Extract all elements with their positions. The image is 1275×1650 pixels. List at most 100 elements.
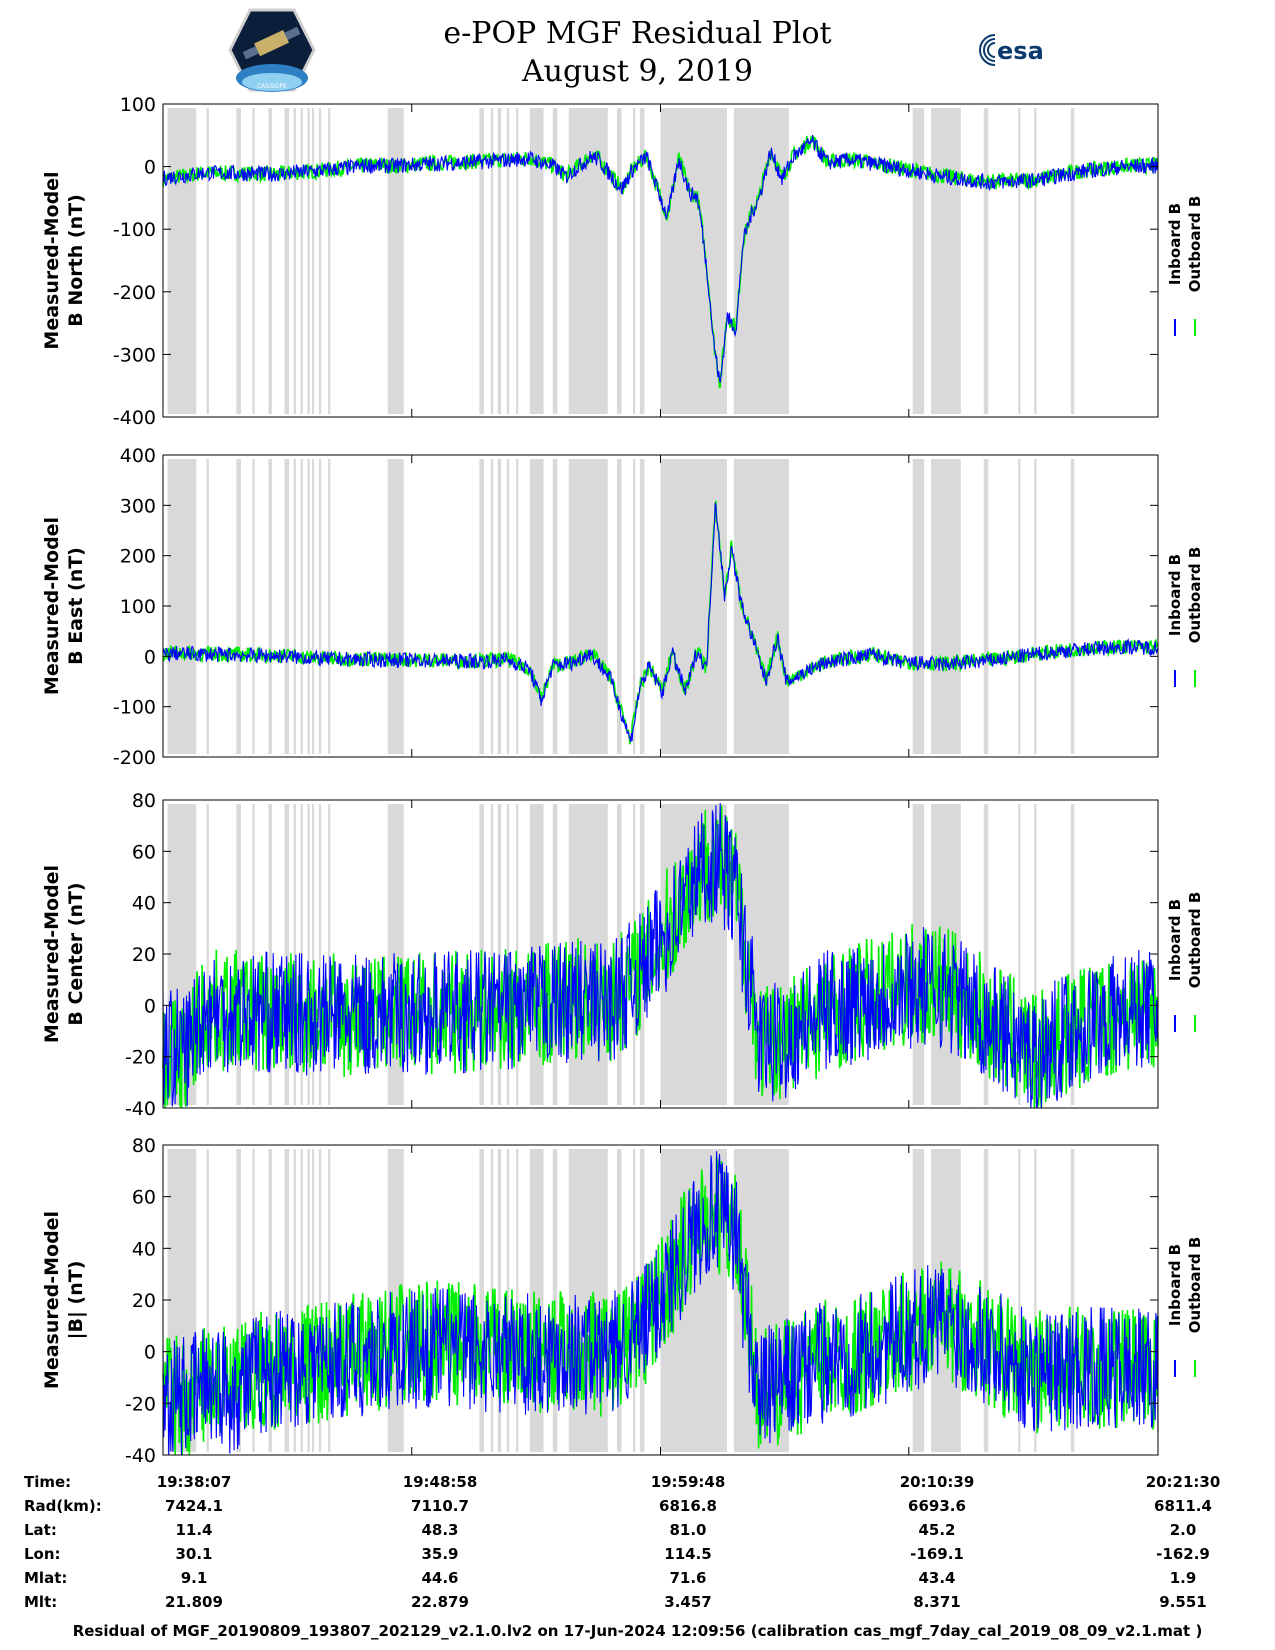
y-tick-label: 60 — [132, 841, 156, 863]
gap-shade — [328, 804, 331, 1105]
gap-shade — [506, 459, 510, 754]
gap-shade — [1070, 804, 1075, 1105]
gap-shade — [307, 1149, 310, 1452]
gap-shade — [639, 108, 645, 414]
y-tick-label: -300 — [113, 344, 156, 366]
info-cell: 2.0 — [1170, 1521, 1197, 1539]
panel-2: 400 300 200 100 0 -100 -200 Measured-Model B Eas… — [41, 445, 1204, 769]
gap-shade — [983, 804, 989, 1105]
gap-shade — [552, 108, 558, 414]
info-cell: 44.6 — [421, 1569, 458, 1587]
legend-label: Outboard B — [1186, 892, 1204, 989]
gap-shade — [318, 804, 322, 1105]
y-tick-label: -400 — [113, 407, 156, 429]
y-axis-label: Measured-Model — [41, 865, 63, 1043]
y-tick-label: 100 — [120, 596, 156, 618]
gap-shade — [236, 108, 241, 414]
gap-shade — [236, 1149, 241, 1452]
plot-title: e-POP MGF Residual Plot — [443, 16, 832, 51]
gap-shade — [206, 804, 209, 1105]
gap-shade — [506, 108, 510, 414]
gap-shade — [497, 108, 502, 414]
gap-shade — [912, 1149, 925, 1452]
gap-shade — [318, 1149, 322, 1452]
gap-shade — [983, 459, 989, 754]
info-cell: 7424.1 — [165, 1497, 223, 1515]
esa-logo: esa — [975, 30, 1045, 74]
y-tick-label: 20 — [132, 1290, 156, 1312]
gap-shade — [318, 108, 322, 414]
y-tick-label: 40 — [132, 1238, 156, 1260]
info-row-label: Time: — [24, 1473, 71, 1491]
y-axis-label: |B| (nT) — [65, 1261, 87, 1340]
gap-shade — [479, 459, 484, 754]
y-tick-label: 0 — [144, 1342, 156, 1364]
gap-shade — [983, 1149, 989, 1452]
cassiope-logo: CASSIOPE — [228, 8, 316, 96]
info-cell: 35.9 — [421, 1545, 458, 1563]
gap-shade — [252, 804, 255, 1105]
info-cell: 19:59:48 — [651, 1473, 726, 1491]
y-tick-label: -200 — [113, 747, 156, 769]
y-axis-label: Measured-Model — [41, 1211, 63, 1389]
gap-shade — [387, 108, 404, 414]
y-tick-label: -20 — [125, 1047, 156, 1069]
y-tick-label: -100 — [113, 219, 156, 241]
gap-shade — [529, 459, 544, 754]
series-line-inboard-b — [162, 135, 1159, 383]
gap-shade — [660, 108, 727, 414]
gap-shade — [479, 108, 484, 414]
y-tick-label: 80 — [132, 790, 156, 812]
y-tick-label: -40 — [125, 1445, 156, 1467]
info-cell: 1.9 — [1170, 1569, 1197, 1587]
y-tick-label: -100 — [113, 697, 156, 719]
gap-shade — [616, 459, 622, 754]
gap-shade — [318, 459, 322, 754]
gap-shade — [1018, 1149, 1021, 1452]
legend-label: Inboard B — [1166, 1244, 1184, 1326]
gap-shade — [252, 1149, 255, 1452]
y-tick-label: 0 — [144, 157, 156, 179]
gap-shade — [236, 459, 241, 754]
y-axis-label: B North (nT) — [65, 194, 87, 327]
panel-3: 80 60 40 20 0 -20 -40 Measured-Model B Center (n… — [41, 790, 1204, 1120]
gap-shade — [312, 804, 315, 1105]
info-cell: 19:38:07 — [157, 1473, 232, 1491]
gap-shade — [284, 459, 290, 754]
cassiope-logo-text: CASSIOPE — [257, 83, 287, 90]
gap-shade — [1034, 108, 1037, 414]
legend-label: Inboard B — [1166, 554, 1184, 636]
gap-shade — [497, 1149, 502, 1452]
info-cell: -169.1 — [910, 1545, 964, 1563]
y-tick-label: 100 — [120, 94, 156, 116]
y-tick-label: 60 — [132, 1187, 156, 1209]
gap-shade — [268, 804, 272, 1105]
gap-shade — [293, 108, 296, 414]
info-cell: 8.371 — [913, 1593, 960, 1611]
y-tick-label: -40 — [125, 1098, 156, 1120]
gap-shade — [1034, 459, 1037, 754]
info-cell: 22.879 — [411, 1593, 469, 1611]
info-cell: 43.4 — [918, 1569, 955, 1587]
gap-shade — [293, 459, 296, 754]
gap-shade — [252, 108, 255, 414]
y-tick-label: -200 — [113, 282, 156, 304]
info-cell: 20:10:39 — [900, 1473, 975, 1491]
y-tick-label: 0 — [144, 995, 156, 1017]
gap-shade — [1070, 108, 1075, 414]
gap-shade — [312, 108, 315, 414]
gap-shade — [912, 459, 925, 754]
gap-shade — [300, 1149, 303, 1452]
gap-shade — [328, 108, 331, 414]
info-cell: 3.457 — [664, 1593, 711, 1611]
panel-1: 100 0 -100 -200 -300 -400 Measured-Model B Nort… — [41, 94, 1204, 429]
gap-shade — [516, 459, 519, 754]
info-table: Time: Rad(km): Lat: Lon: Mlat: Mlt: 19:38:07 74… — [24, 1473, 1220, 1611]
gap-shade — [307, 804, 310, 1105]
gap-shade — [268, 459, 272, 754]
gap-shade — [167, 108, 197, 414]
info-cell: 48.3 — [421, 1521, 458, 1539]
info-cell: 6811.4 — [1154, 1497, 1212, 1515]
gap-shade — [236, 804, 241, 1105]
